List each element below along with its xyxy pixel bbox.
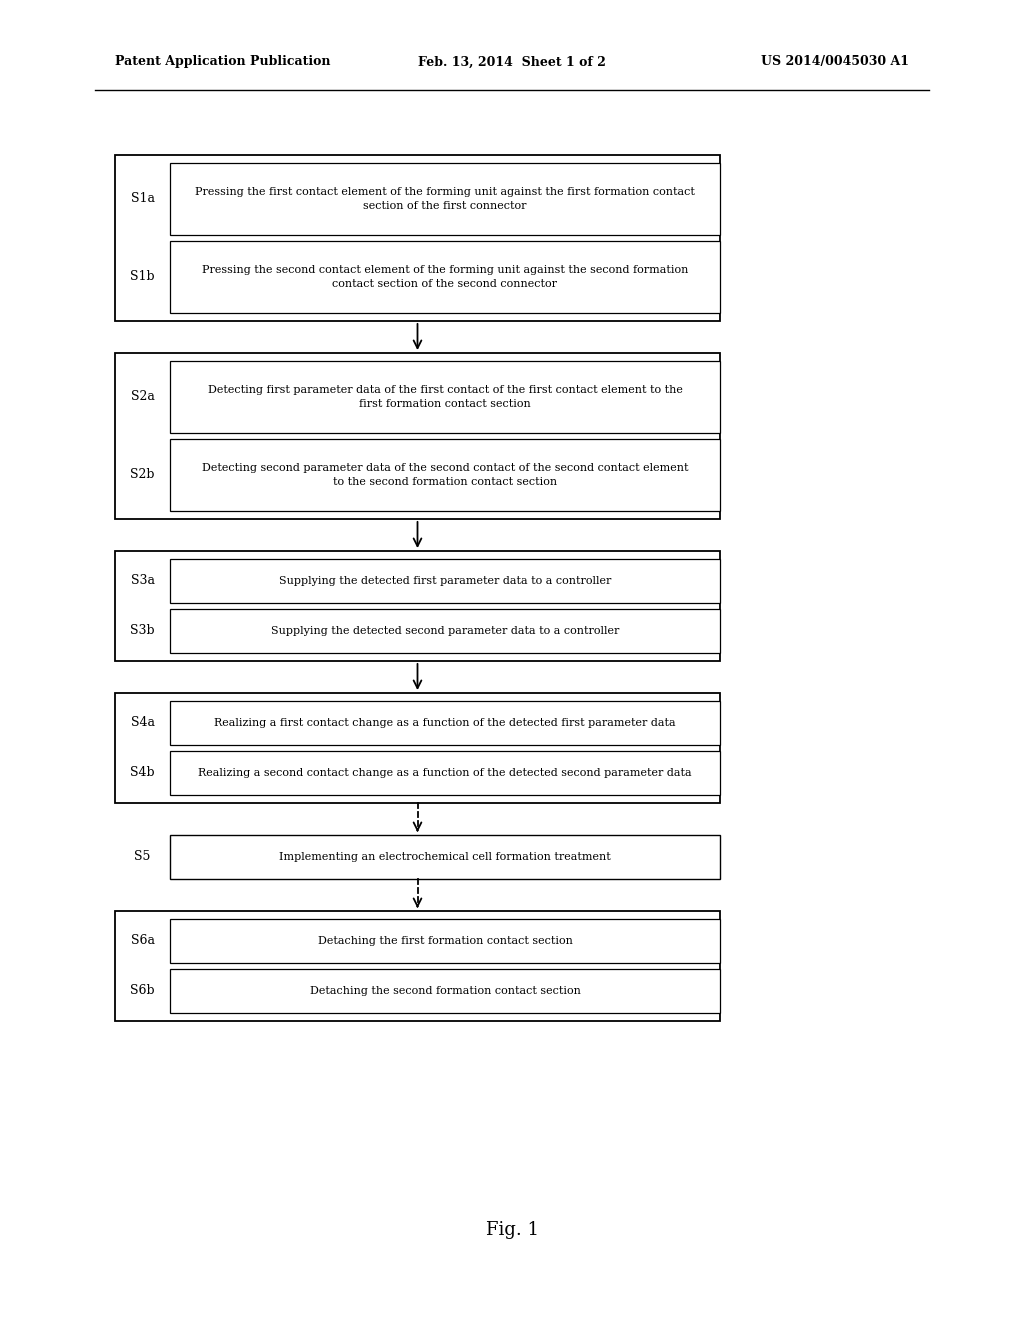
Text: S6b: S6b [130,985,155,998]
Text: S2a: S2a [131,391,155,404]
Text: S4b: S4b [130,767,155,780]
Bar [170,701,720,744]
Text: Detecting first parameter data of the first contact of the first contact element: Detecting first parameter data of the fi… [208,385,682,409]
Text: S5: S5 [134,850,151,863]
Bar [115,911,720,1020]
Bar [170,242,720,313]
Text: US 2014/0045030 A1: US 2014/0045030 A1 [761,55,909,69]
Text: Patent Application Publication: Patent Application Publication [115,55,331,69]
Text: Realizing a first contact change as a function of the detected first parameter d: Realizing a first contact change as a fu… [214,718,676,729]
Bar [170,162,720,235]
Text: S6a: S6a [130,935,155,948]
Text: S3b: S3b [130,624,155,638]
Text: S3a: S3a [130,574,155,587]
Bar [170,751,720,795]
Text: S4a: S4a [130,717,155,730]
Bar [115,693,720,803]
Bar [170,558,720,603]
Bar [170,969,720,1012]
Text: Fig. 1: Fig. 1 [485,1221,539,1239]
Bar [170,609,720,653]
Text: Feb. 13, 2014  Sheet 1 of 2: Feb. 13, 2014 Sheet 1 of 2 [418,55,606,69]
Text: Supplying the detected first parameter data to a controller: Supplying the detected first parameter d… [279,576,611,586]
Bar [115,352,720,519]
Text: S2b: S2b [130,469,155,482]
Bar [170,836,720,879]
Text: Supplying the detected second parameter data to a controller: Supplying the detected second parameter … [270,626,620,636]
Text: Pressing the first contact element of the forming unit against the first formati: Pressing the first contact element of th… [195,187,695,211]
Text: Detaching the first formation contact section: Detaching the first formation contact se… [317,936,572,946]
Bar [170,360,720,433]
Bar [170,919,720,964]
Bar [115,154,720,321]
Text: Pressing the second contact element of the forming unit against the second forma: Pressing the second contact element of t… [202,265,688,289]
Bar [170,440,720,511]
Text: Detaching the second formation contact section: Detaching the second formation contact s… [309,986,581,997]
Text: S1a: S1a [130,193,155,206]
Bar [115,550,720,661]
Text: S1b: S1b [130,271,155,284]
Text: Detecting second parameter data of the second contact of the second contact elem: Detecting second parameter data of the s… [202,463,688,487]
Text: Realizing a second contact change as a function of the detected second parameter: Realizing a second contact change as a f… [199,768,692,777]
Text: Implementing an electrochemical cell formation treatment: Implementing an electrochemical cell for… [280,851,611,862]
